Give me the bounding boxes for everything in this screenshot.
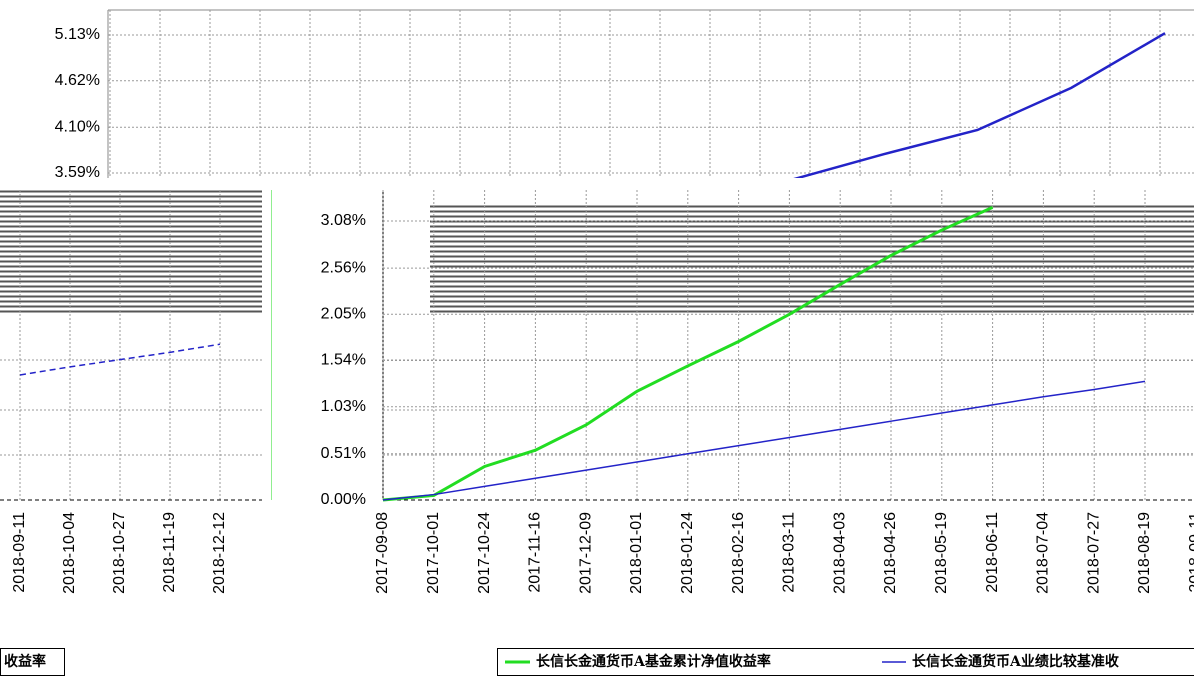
- y-tick-label: 3.08%: [321, 212, 366, 229]
- series-line: [382, 206, 994, 502]
- series-line: [382, 380, 1146, 501]
- artifact: [0, 190, 262, 315]
- y-tick-label: 0.51%: [321, 445, 366, 462]
- x-tick-label: 2018-04-26: [882, 512, 899, 594]
- legend-label: 长信长金通货币A业绩比较基准收: [912, 653, 1120, 670]
- x-tick-label: 2018-10-27: [111, 512, 128, 594]
- x-tick-label: 2018-07-27: [1085, 512, 1102, 594]
- x-tick-label: 2018-09-11: [11, 512, 28, 593]
- series-line: [789, 32, 1166, 182]
- y-tick-label: 2.56%: [321, 259, 366, 276]
- x-tick-label: 2017-12-09: [577, 512, 594, 594]
- x-tick-label: 2018-03-11: [781, 512, 798, 593]
- y-tick-label: 0.00%: [321, 491, 366, 508]
- y-tick-label: 5.13%: [55, 26, 100, 43]
- x-tick-label: 2017-11-16: [527, 512, 544, 593]
- y-tick-label: 4.62%: [55, 72, 100, 89]
- x-tick-label: 2018-12-12: [211, 512, 228, 594]
- y-tick-label: 3.59%: [55, 164, 100, 181]
- x-tick-label: 2018-01-24: [679, 512, 696, 594]
- y-tick-label: 4.10%: [55, 119, 100, 136]
- x-tick-label: 2018-10-04: [61, 512, 78, 594]
- series-line: [19, 343, 221, 376]
- legend-label: 收益率: [4, 653, 46, 670]
- x-tick-label: 2018-07-04: [1035, 512, 1052, 594]
- x-tick-label: 2018-06-11: [984, 512, 1001, 593]
- upper-chart: 3.59% 4.10% 4.62% 5.13%: [55, 9, 1194, 182]
- x-tick-label: 2018-02-16: [730, 512, 747, 594]
- x-tick-label: 2018-08-19: [1136, 512, 1153, 594]
- x-tick-label: 2017-10-24: [476, 512, 493, 594]
- x-tick-label: 2018-04-03: [831, 512, 848, 594]
- x-tick-label: 2018-05-19: [933, 512, 950, 594]
- legends: 收益率 长信长金通货币A基金累计净值收益率 长信长金通货币A业绩比较基准收: [0, 648, 1194, 676]
- y-tick-label: 1.03%: [321, 398, 366, 415]
- x-tick-label: 2018-11-19: [161, 512, 178, 593]
- legend-box: [0, 648, 65, 676]
- artifact: [430, 205, 1194, 315]
- x-tick-label: 2018-09-11: [1187, 512, 1194, 593]
- y-tick-label: 1.54%: [321, 352, 366, 369]
- y-tick-label: 2.05%: [321, 306, 366, 323]
- x-tick-label: 2017-09-08: [374, 512, 391, 594]
- main-chart: 0.00% 0.51% 1.03% 1.54% 2.05% 2.56% 3.08% 2017-…: [275, 178, 1194, 648]
- legend-label: 长信长金通货币A基金累计净值收益率: [536, 653, 771, 670]
- x-tick-label: 2017-10-01: [425, 512, 442, 594]
- x-tick-label: 2018-01-01: [628, 512, 645, 594]
- left-chart: 2018-09-11 2018-10-04 2018-10-27 2018-11-19…: [0, 178, 272, 648]
- legend-box: [497, 648, 1194, 676]
